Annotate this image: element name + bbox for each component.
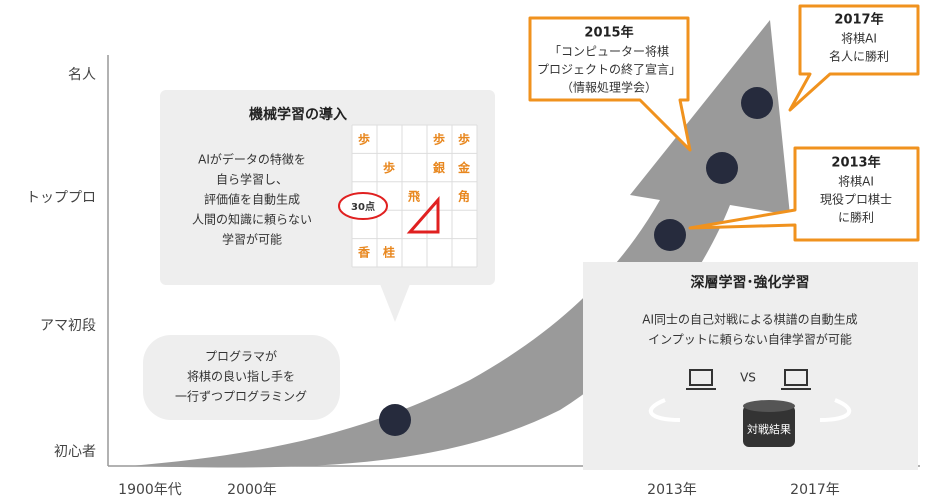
callout-2015 — [528, 16, 692, 152]
program-bubble — [143, 335, 340, 420]
ml-title: 機械学習の導入 — [249, 106, 347, 123]
ml-text: AIがデータの特徴を — [198, 152, 306, 167]
callout-text: 名人に勝利 — [829, 49, 889, 64]
callout-text: 現役プロ棋士 — [820, 192, 892, 207]
y-axis-label: アマ初段 — [40, 317, 96, 334]
vs-label: VS — [740, 371, 756, 385]
dl-text: インプットに頼らない自律学習が可能 — [648, 332, 852, 347]
milestone-dot — [741, 87, 773, 119]
callout-year: 2017年 — [834, 12, 883, 28]
callout-text: （情報処理学会） — [561, 80, 657, 95]
ml-text: 学習が可能 — [222, 232, 282, 247]
callout-text: 将棋AI — [838, 175, 874, 189]
x-axis-label: 1900年代 — [118, 482, 182, 498]
callout-text: プロジェクトの終了宣言」 — [537, 62, 681, 77]
shogi-piece: 角 — [458, 188, 470, 203]
board-grid — [351, 124, 478, 268]
callout-2013 — [688, 146, 920, 242]
milestone-dot — [706, 152, 738, 184]
shogi-piece: 香 — [357, 245, 370, 260]
x-axis-label: 2017年 — [790, 482, 840, 498]
x-axis-label: 2000年 — [227, 482, 277, 498]
callout-2017 — [788, 4, 920, 112]
triangle-mark — [406, 196, 440, 234]
score-label: 30点 — [351, 200, 375, 213]
dl-text: AI同士の自己対戦による棋譜の自動生成 — [642, 312, 857, 327]
callout-year: 2015年 — [584, 25, 633, 41]
ml-text: 人間の知識に頼らない — [192, 213, 312, 227]
bubble-text: プログラマが — [205, 349, 277, 364]
shogi-piece: 歩 — [383, 160, 395, 175]
laptops — [649, 369, 851, 447]
bubble-text: 将棋の良い指し手を — [187, 369, 295, 384]
shogi-piece: 桂 — [382, 245, 395, 260]
score-ellipse — [338, 192, 388, 220]
y-axis-label: 初心者 — [54, 443, 96, 460]
result-label: 対戦結果 — [747, 422, 791, 436]
callout-text: 「コンピューター将棋 — [549, 45, 669, 59]
shogi-piece: 歩 — [458, 132, 470, 147]
ml-text: 自ら学習し、 — [216, 172, 288, 187]
shogi-piece: 歩 — [433, 132, 445, 147]
shogi-piece: 金 — [457, 160, 471, 175]
milestone-dot — [379, 404, 411, 436]
callout-text: に勝利 — [838, 210, 874, 225]
ml-text: 評価値を自動生成 — [204, 192, 300, 207]
shogi-piece: 飛 — [407, 189, 420, 203]
milestone-dot — [654, 219, 686, 251]
ml-pointer — [380, 284, 410, 322]
bubble-text: 一行ずつプログラミング — [175, 390, 307, 404]
shogi-piece: 銀 — [432, 160, 445, 175]
x-axis-label: 2013年 — [647, 482, 697, 498]
shogi-piece: 歩 — [358, 132, 370, 147]
y-axis-label: トッププロ — [26, 190, 96, 206]
y-axis-label: 名人 — [68, 67, 96, 83]
callout-text: 将棋AI — [841, 32, 877, 46]
callout-year: 2013年 — [831, 155, 880, 171]
dl-title: 深層学習･強化学習 — [691, 274, 810, 291]
